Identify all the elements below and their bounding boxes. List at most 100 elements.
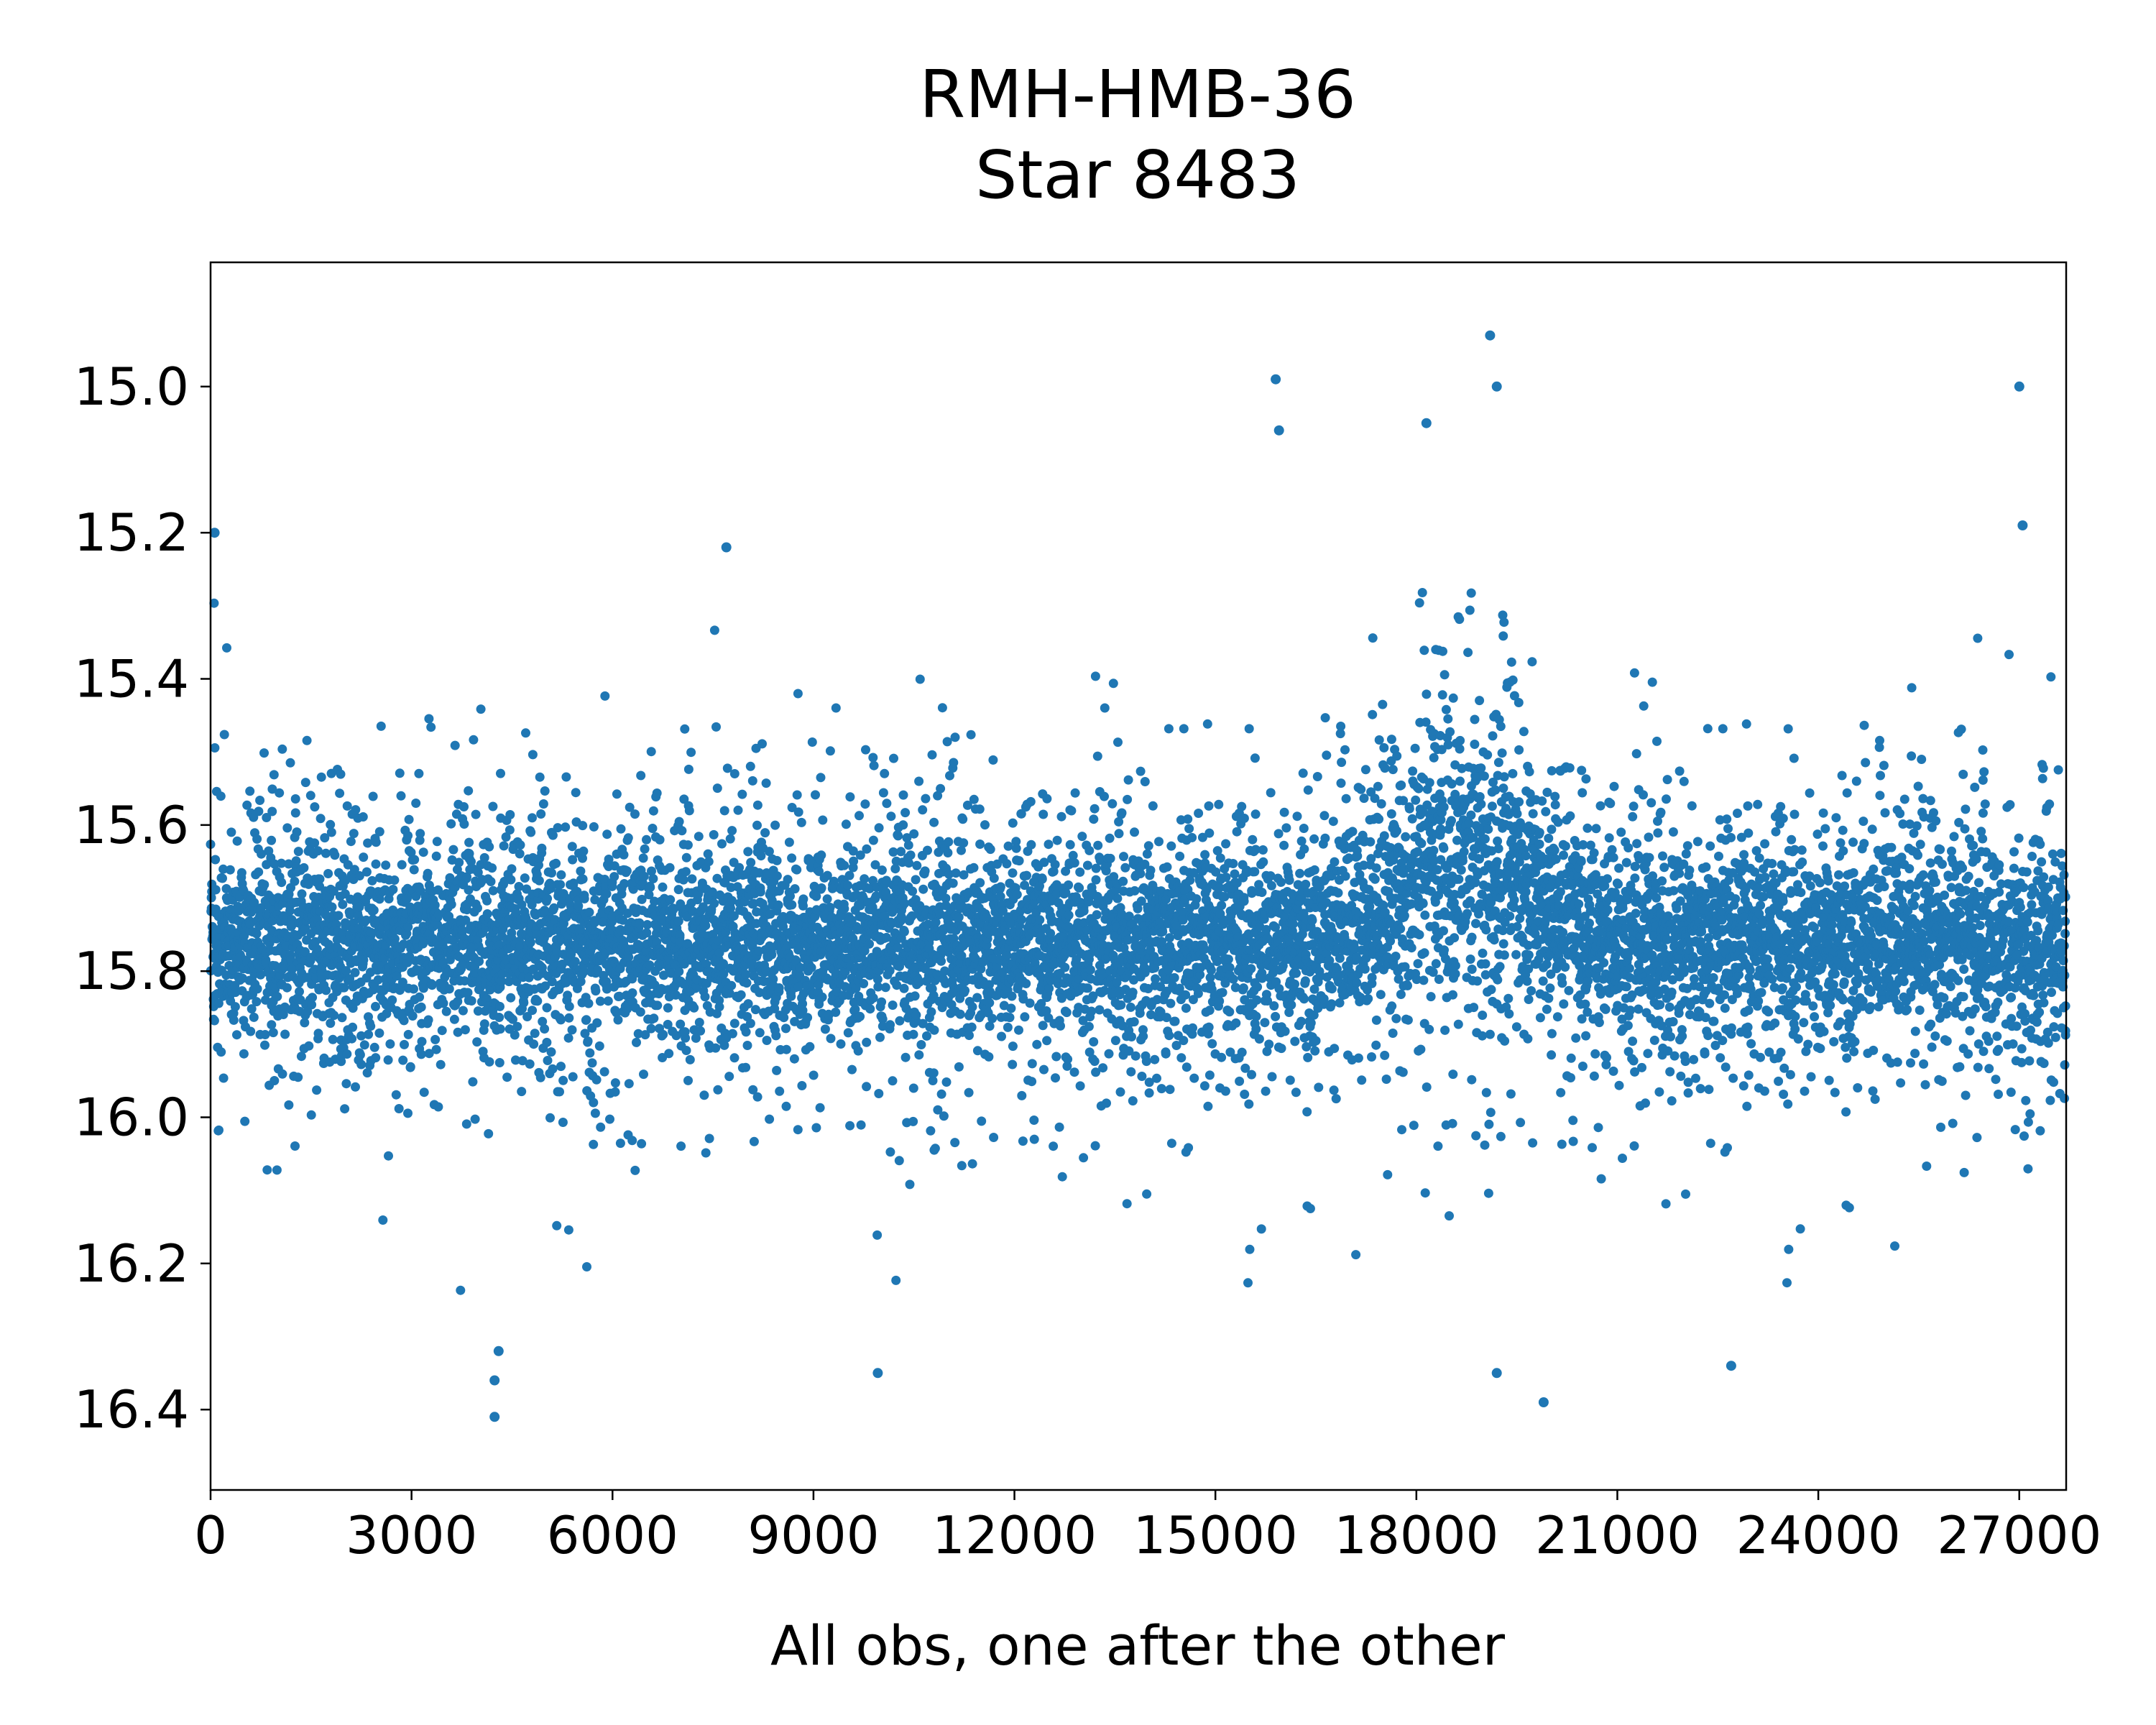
data-point [430, 1034, 441, 1044]
data-point [366, 1021, 376, 1031]
data-point [521, 728, 530, 738]
data-point [885, 1020, 895, 1030]
data-point [793, 1125, 803, 1135]
data-point [781, 1101, 791, 1111]
data-point [1100, 703, 1110, 713]
data-point [1008, 1041, 1018, 1052]
data-point [232, 1030, 241, 1040]
data-point [1054, 1122, 1064, 1132]
data-point [592, 1018, 602, 1028]
data-point [984, 1052, 994, 1062]
data-point [862, 1037, 872, 1047]
data-point [556, 880, 566, 890]
data-point [329, 1011, 339, 1021]
data-point [862, 1082, 872, 1092]
data-point [683, 764, 694, 774]
data-point [1107, 799, 1118, 809]
data-point [1181, 1003, 1191, 1013]
data-point [213, 998, 224, 1008]
data-point [859, 979, 869, 988]
data-point [790, 884, 800, 894]
data-point [796, 817, 806, 827]
data-point [727, 826, 737, 836]
data-point [632, 1037, 641, 1047]
data-point [861, 745, 870, 755]
data-point [589, 1139, 599, 1149]
data-point [326, 827, 336, 837]
data-point [517, 1087, 527, 1097]
data-point [468, 1077, 478, 1087]
data-point [1129, 1017, 1139, 1027]
data-point [612, 789, 622, 799]
data-point [941, 1077, 952, 1087]
data-point [642, 834, 651, 845]
data-point [570, 957, 580, 967]
data-point [649, 1013, 659, 1024]
data-point [841, 819, 851, 829]
data-point [1042, 1036, 1052, 1046]
data-point [831, 1007, 841, 1017]
data-point [775, 1086, 785, 1096]
data-point [436, 1059, 446, 1070]
data-point [371, 837, 381, 847]
data-point [877, 997, 887, 1007]
data-point [665, 862, 675, 873]
data-point [321, 985, 331, 995]
data-point [937, 703, 947, 713]
data-point [415, 992, 425, 1002]
data-point [1084, 845, 1095, 855]
data-point [284, 1100, 294, 1110]
data-point [889, 753, 898, 763]
data-point [564, 1013, 574, 1023]
data-point [1007, 991, 1017, 1001]
data-point [488, 886, 498, 896]
data-point [1228, 974, 1238, 984]
data-point [290, 808, 300, 818]
data-point [414, 768, 424, 778]
data-point [1126, 1067, 1136, 1077]
data-point [1220, 1086, 1230, 1096]
data-point [540, 1024, 550, 1034]
data-point [367, 928, 377, 937]
data-point [341, 966, 351, 976]
data-point [252, 834, 262, 844]
data-point [781, 1024, 791, 1034]
data-point [831, 703, 841, 713]
data-point [964, 1087, 974, 1098]
data-point [1215, 996, 1225, 1006]
data-point [327, 902, 337, 912]
data-point [627, 1136, 637, 1146]
data-point [1087, 1006, 1097, 1016]
data-point [816, 850, 826, 860]
data-point [1114, 829, 1124, 839]
data-point [246, 1026, 256, 1036]
data-point [1020, 1012, 1030, 1022]
data-point [515, 840, 525, 850]
data-point [561, 822, 571, 832]
data-point [1184, 1143, 1194, 1153]
data-point [765, 1114, 775, 1124]
data-point [536, 809, 546, 819]
data-point [226, 827, 236, 837]
data-point [454, 857, 464, 868]
data-point [371, 1053, 381, 1063]
data-point [865, 939, 874, 949]
data-point [1110, 1036, 1120, 1046]
data-point [954, 1062, 964, 1072]
data-point [997, 1031, 1006, 1041]
data-point [899, 983, 909, 993]
data-point [520, 873, 530, 883]
data-point [1021, 979, 1031, 988]
data-point [328, 886, 338, 896]
data-point [712, 783, 722, 794]
data-point [885, 966, 895, 975]
data-point [567, 1025, 577, 1035]
data-point [403, 1108, 413, 1118]
data-point [713, 1085, 723, 1095]
data-point [676, 1141, 686, 1151]
data-point [261, 995, 270, 1005]
data-point [700, 992, 710, 1002]
data-point [995, 882, 1005, 892]
data-point [506, 993, 516, 1003]
data-point [1158, 926, 1168, 937]
